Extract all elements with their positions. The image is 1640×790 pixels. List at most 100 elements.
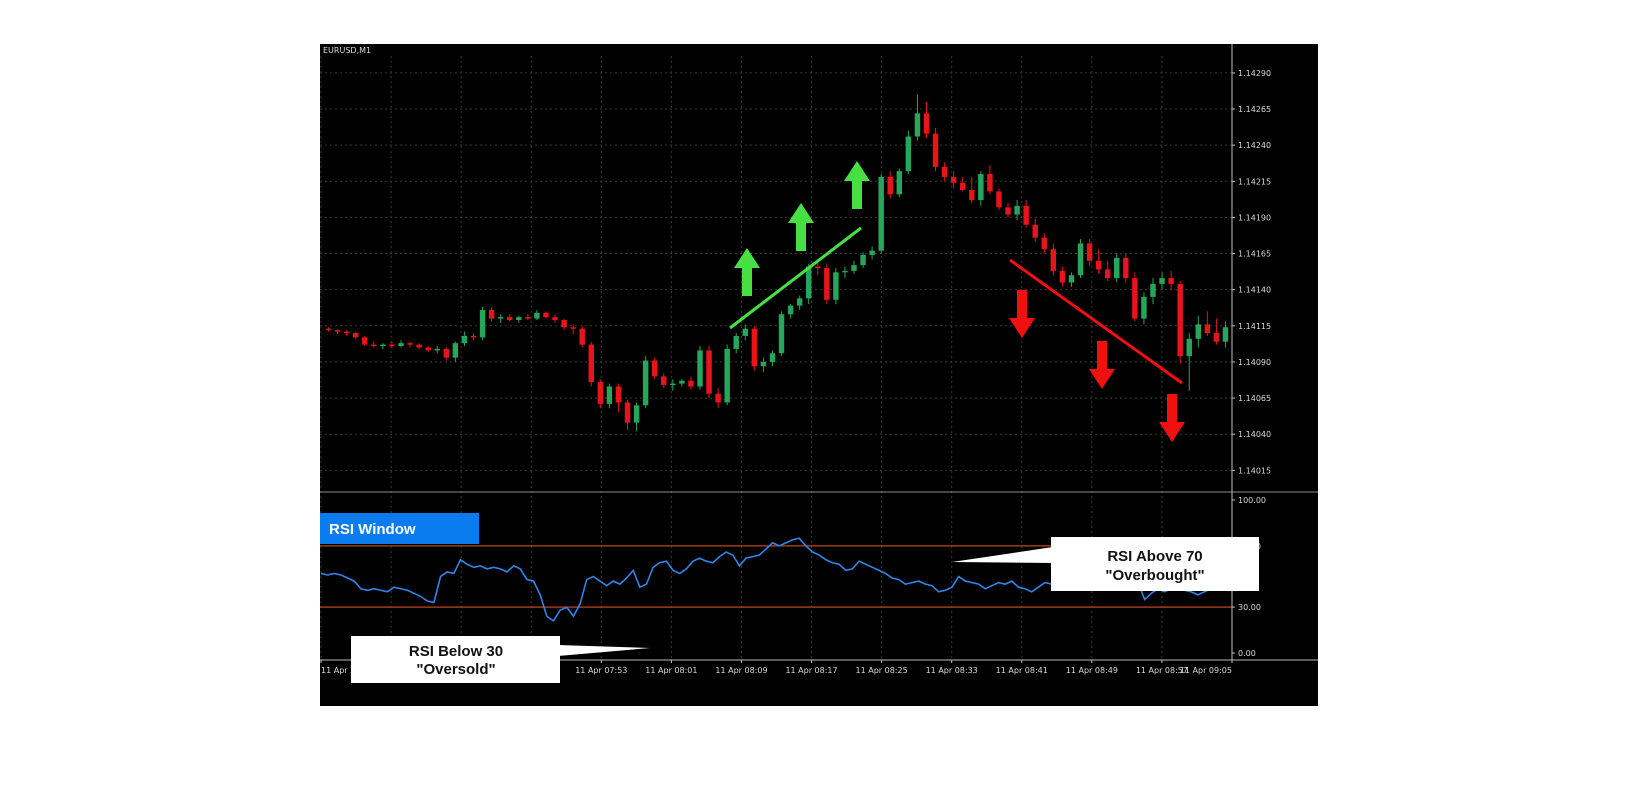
- candle-body-bull: [398, 343, 404, 347]
- candle-body-bull: [851, 265, 857, 271]
- candle-body-bear: [389, 344, 395, 347]
- candle-body-bear: [507, 317, 513, 321]
- time-tick-label: 11 Apr 08:57: [1136, 666, 1188, 675]
- candle-body-bull: [733, 335, 739, 349]
- candle-body-bear: [1050, 249, 1057, 271]
- candle-body-bear: [416, 344, 422, 348]
- annotation-layer: [729, 161, 1185, 442]
- candle-body-bull: [1077, 243, 1084, 276]
- time-tick-label: 11 Apr 08:17: [785, 666, 837, 675]
- candle-body-bear: [1168, 278, 1174, 284]
- label-layer: EURUSD,M1 RSI Window RSI Above 70 "Overb…: [320, 46, 1259, 683]
- rsi-tick-label: 0.00: [1238, 649, 1256, 658]
- candle-body-bear: [923, 113, 930, 134]
- rsi-tick-label: 100.00: [1238, 496, 1266, 505]
- candle-body-bear: [661, 376, 667, 386]
- oversold-callout-box: [351, 636, 560, 683]
- up-arrow-icon: [788, 203, 814, 251]
- candle-body-bear: [950, 176, 957, 183]
- candle-body-bull: [842, 270, 848, 273]
- grid-layer: [320, 56, 1233, 660]
- price-tick-label: 1.14140: [1238, 286, 1271, 295]
- candle-body-bear: [579, 328, 585, 345]
- candle-body-bull: [860, 254, 866, 266]
- overbought-callout-pointer: [952, 547, 1053, 563]
- candle-body-bull: [978, 174, 984, 201]
- candle-body-bear: [1023, 205, 1029, 225]
- candle-body-bull: [697, 350, 703, 387]
- candle-body-bull: [679, 380, 685, 384]
- candle-body-bull: [452, 343, 459, 358]
- candle-body-bear: [525, 317, 531, 319]
- overbought-callout-line2: "Overbought": [1105, 567, 1204, 584]
- price-tick-label: 1.14240: [1238, 141, 1271, 150]
- candle-body-bull: [534, 312, 540, 319]
- candle-body-bear: [960, 182, 966, 190]
- candle-body-bear: [552, 317, 558, 321]
- candle-body-bear: [1032, 224, 1038, 238]
- candle-body-bull: [905, 136, 912, 172]
- down-arrow-icon: [1009, 290, 1035, 338]
- candle-body-bear: [1204, 324, 1211, 334]
- candle-body-bear: [597, 382, 604, 404]
- candle-body-bear: [941, 166, 948, 177]
- candle-body-bear: [1213, 333, 1220, 342]
- down-arrow-icon: [1159, 394, 1185, 442]
- candle-body-bear: [570, 327, 576, 329]
- candle-body-bear: [932, 133, 939, 167]
- candle-body-bear: [1132, 278, 1138, 319]
- up-arrow-icon: [734, 248, 760, 296]
- candle-body-bull: [1195, 324, 1202, 339]
- rsi-tick-label: 30.00: [1238, 603, 1261, 612]
- price-tick-label: 1.14215: [1238, 177, 1271, 186]
- candle-body-bear: [651, 360, 658, 377]
- candle-body-bear: [371, 344, 377, 347]
- oversold-callout-pointer: [558, 645, 650, 656]
- price-tick-label: 1.14265: [1238, 105, 1271, 114]
- candle-body-bull: [670, 383, 676, 386]
- candle-body-bull: [796, 298, 803, 306]
- candle-body-bull: [1222, 327, 1229, 342]
- candle-body-bear: [425, 347, 431, 351]
- candle-body-bull: [380, 344, 386, 347]
- candle-body-bear: [362, 337, 368, 345]
- down-arrow-icon: [1089, 341, 1115, 389]
- candle-body-bull: [1159, 278, 1165, 284]
- candle-body-bear: [969, 189, 975, 201]
- oversold-callout-line2: "Oversold": [416, 661, 495, 678]
- candle-body-bull: [742, 328, 749, 336]
- candle-body-bear: [688, 380, 694, 387]
- candle-body-bear: [407, 343, 413, 345]
- overbought-callout-box: [1051, 537, 1259, 591]
- overbought-callout-line1: RSI Above 70: [1107, 548, 1202, 565]
- candle-body-bear: [588, 344, 594, 383]
- candle-body-bull: [461, 335, 468, 344]
- price-tick-label: 1.14290: [1238, 69, 1271, 78]
- candle-body-bear: [887, 176, 893, 195]
- candle-body-bear: [1086, 243, 1093, 261]
- symbol-label: EURUSD,M1: [323, 46, 371, 55]
- time-tick-label: 11 Apr 08:25: [856, 666, 908, 675]
- candle-body-bull: [805, 266, 812, 299]
- candle-body-bear: [334, 330, 341, 332]
- candle-body-bull: [606, 386, 613, 404]
- candle-body-bull: [1068, 275, 1075, 283]
- candle-body-bear: [343, 331, 350, 334]
- candle-body-bear: [815, 266, 821, 269]
- price-tick-label: 1.14190: [1238, 213, 1271, 222]
- price-tick-label: 1.14090: [1238, 358, 1271, 367]
- candle-body-bear: [1095, 260, 1102, 270]
- candle-body-bull: [1150, 283, 1156, 297]
- candle-body-bear: [1177, 283, 1183, 357]
- up-arrow-icon: [844, 161, 870, 209]
- candle-body-bull: [633, 405, 640, 423]
- chart-background: [320, 44, 1318, 706]
- candle-body-bear: [1104, 269, 1111, 279]
- price-tick-label: 1.14115: [1238, 322, 1271, 331]
- candle-body-bear: [987, 174, 993, 192]
- downtrend-line: [1009, 258, 1183, 385]
- candle-body-bear: [624, 402, 631, 423]
- candle-body-bull: [896, 171, 903, 195]
- candle-body-bull: [869, 250, 875, 255]
- candle-body-bull: [642, 360, 649, 406]
